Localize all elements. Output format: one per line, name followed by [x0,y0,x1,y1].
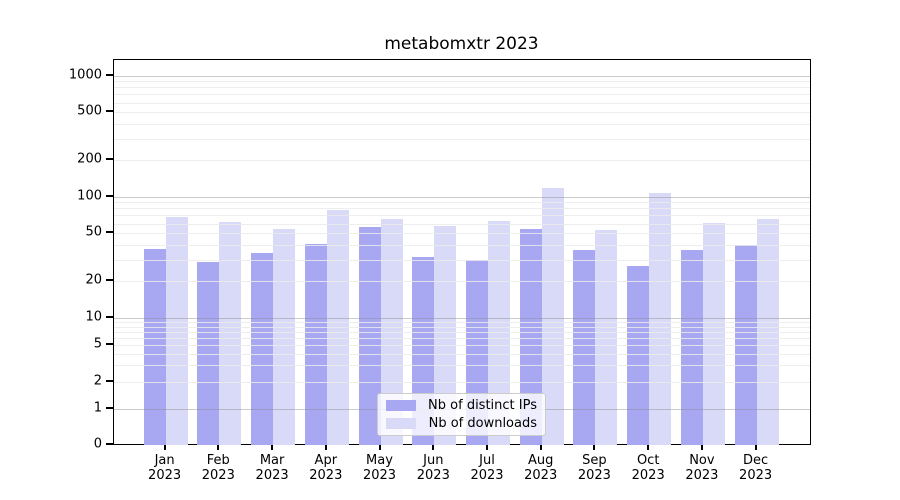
x-tick-label-oct: Oct 2023 [631,453,665,483]
legend-label-distinct-ips: Nb of distinct IPs [428,398,537,413]
bar-ips-sep-2023 [573,250,596,445]
legend-item-downloads: Nb of downloads [386,416,537,431]
plot-area: Nb of distinct IPs Nb of downloads [113,59,811,445]
y-tick-label-5: 5 [93,336,102,352]
y-tick-label-1000: 1000 [68,67,102,83]
y-tick-label-100: 100 [77,188,102,204]
legend-label-downloads: Nb of downloads [428,416,537,431]
y-tick-mark-50 [106,231,113,234]
bar-downloads-jun-2023 [434,226,457,445]
bar-downloads-feb-2023 [219,221,242,445]
bar-downloads-apr-2023 [326,210,349,445]
x-tick-label-may: May 2023 [362,453,397,483]
bar-downloads-sep-2023 [595,230,618,445]
y-tick-mark-20 [106,279,113,282]
bar-downloads-mar-2023 [273,229,296,445]
y-tick-label-0: 0 [93,436,102,452]
x-tick-label-jul: Jul 2023 [470,453,504,483]
chart-title: metabomxtr 2023 [384,34,539,54]
x-tick-label-sep: Sep 2023 [577,453,611,483]
bar-downloads-aug-2023 [541,187,564,445]
bar-ips-apr-2023 [304,243,327,445]
y-tick-mark-5 [106,343,113,346]
x-tick-label-aug: Aug 2023 [524,453,558,483]
bar-downloads-jan-2023 [165,217,188,445]
bar-ips-jan-2023 [143,248,166,445]
y-tick-mark-1 [106,407,113,409]
y-tick-label-200: 200 [77,151,102,167]
x-tick-mark-aug [539,444,542,450]
y-tick-label-20: 20 [85,272,102,288]
y-tick-label-500: 500 [77,103,102,119]
y-tick-mark-500 [106,110,113,113]
x-tick-label-apr: Apr 2023 [309,453,343,483]
x-tick-mark-dec [754,444,757,450]
bar-ips-aug-2023 [519,229,542,445]
x-tick-label-feb: Feb 2023 [201,453,235,483]
bar-ips-mar-2023 [251,253,274,445]
bars-layer [114,60,810,445]
legend-swatch-downloads [386,418,416,429]
x-tick-mark-apr [324,444,327,450]
y-tick-mark-100 [106,194,113,197]
y-tick-label-50: 50 [85,224,102,240]
x-tick-mark-oct [647,444,650,450]
y-tick-mark-1000 [106,73,113,76]
y-tick-label-10: 10 [85,309,102,325]
y-tick-label-1: 1 [93,400,102,416]
bar-ips-nov-2023 [680,250,703,445]
legend-swatch-ips [386,400,416,411]
bar-downloads-jul-2023 [488,221,510,445]
y-tick-mark-200 [106,158,113,161]
x-tick-label-nov: Nov 2023 [685,453,719,483]
legend-item-distinct-ips: Nb of distinct IPs [386,398,537,413]
x-tick-mark-sep [593,444,596,450]
bar-downloads-nov-2023 [702,222,725,445]
x-tick-mark-jul [486,444,488,450]
bar-ips-feb-2023 [197,261,220,445]
y-tick-label-2: 2 [93,373,102,388]
x-tick-mark-nov [700,444,703,450]
y-tick-mark-10 [106,315,113,318]
x-tick-label-dec: Dec 2023 [739,453,773,483]
legend: Nb of distinct IPs Nb of downloads [377,393,546,436]
x-tick-mark-may [378,444,381,450]
x-tick-mark-feb [217,444,220,450]
y-tick-mark-2 [106,379,113,382]
x-tick-mark-jan [163,444,166,450]
bar-downloads-dec-2023 [756,218,779,445]
x-tick-mark-jun [432,444,435,450]
bar-downloads-oct-2023 [649,193,672,445]
x-tick-label-jun: Jun 2023 [416,453,450,483]
bar-ips-dec-2023 [734,244,757,445]
x-tick-label-jan: Jan 2023 [148,453,182,483]
y-tick-mark-0 [106,443,113,445]
x-tick-mark-mar [271,444,274,450]
bar-ips-oct-2023 [627,265,650,445]
x-tick-label-mar: Mar 2023 [255,453,289,483]
